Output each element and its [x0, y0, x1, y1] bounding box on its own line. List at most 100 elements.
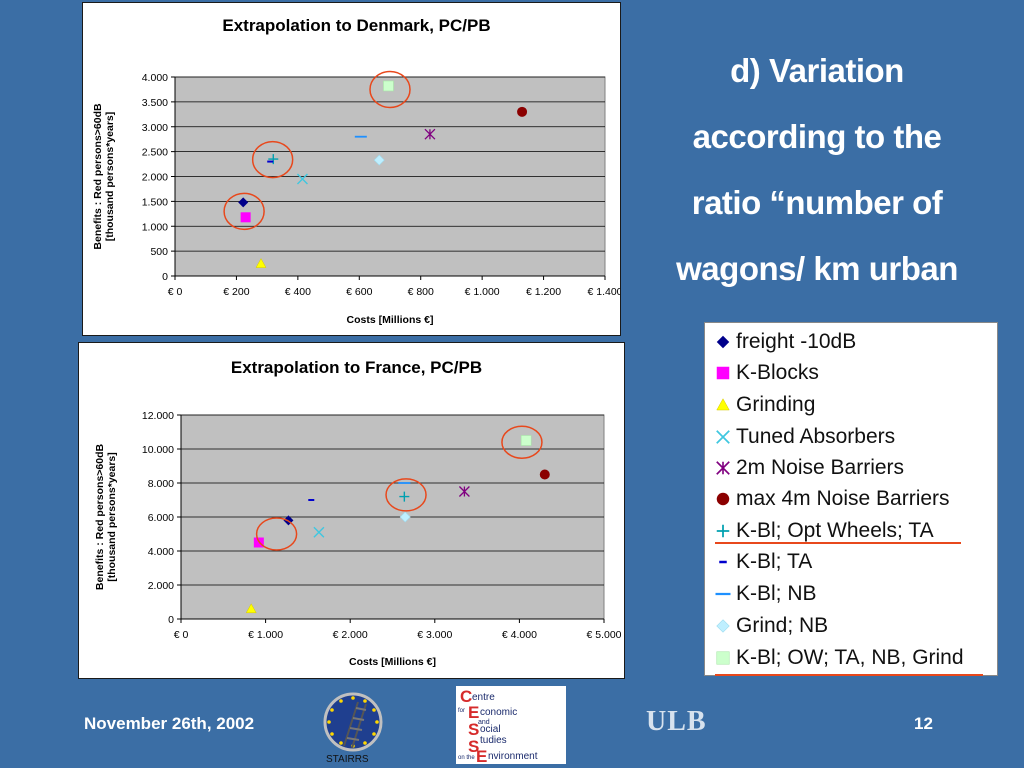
legend-item: K-Blocks [713, 358, 819, 388]
svg-text:S: S [468, 720, 479, 739]
highlight-circle [501, 425, 543, 459]
heading-line-3: ratio “number of [691, 184, 943, 221]
chart-france-svg: 0 2.000 4.000 6.000 8.000 10.000 12.000 € 0 € 1.… [94, 358, 622, 668]
x-tick-label: € 3.000 [417, 629, 452, 641]
legend-marker-dash-short-icon [719, 560, 727, 564]
legend-marker-diamond-icon [716, 335, 730, 349]
data-point [238, 197, 249, 208]
y-tick-label: 6.000 [148, 512, 174, 524]
legend-label: 2m Noise Barriers [736, 456, 905, 479]
highlight-circle [255, 517, 298, 551]
x-tick-label: € 1.000 [465, 286, 500, 298]
legend-label: freight -10dB [736, 330, 857, 353]
legend-item: Grind; NB [713, 611, 828, 641]
x-tick-label: € 0 [174, 629, 189, 641]
data-point [458, 486, 470, 497]
y-tick-label: 3.500 [142, 97, 168, 109]
svg-text:S: S [468, 737, 479, 756]
highlight-circle [385, 478, 427, 512]
data-point [399, 491, 410, 502]
legend-underline [715, 542, 961, 544]
chart-title: Extrapolation to Denmark, PC/PB [222, 16, 490, 35]
legend-marker-asterisk-icon [716, 461, 730, 475]
y-tick-label: 2.000 [148, 580, 174, 592]
y-tick-label: 2.500 [142, 147, 168, 159]
x-tick-label: € 5.000 [586, 629, 621, 641]
data-point [240, 212, 251, 223]
svg-text:for: for [458, 708, 465, 714]
svg-text:and: and [478, 719, 490, 726]
x-tick-label: € 1.200 [526, 286, 561, 298]
svg-text:C: C [460, 687, 472, 706]
legend-item: freight -10dB [713, 327, 856, 357]
svg-text:conomic: conomic [480, 707, 517, 718]
chart-legend: freight -10dB K-Blocks Grinding Tuned Absor… [704, 322, 998, 676]
page-number: 12 [914, 714, 933, 733]
y-tick-label: 500 [150, 246, 168, 258]
legend-label: K-Bl; TA [736, 550, 813, 573]
data-point [245, 603, 257, 614]
legend-label: Grind; NB [736, 614, 829, 637]
stairrs-label: STAIRRS [326, 754, 369, 765]
highlight-circle [251, 140, 294, 179]
y-tick-label: 12.000 [142, 410, 174, 422]
chart-france: 0 2.000 4.000 6.000 8.000 10.000 12.000 € 0 € 1.… [78, 342, 625, 679]
y-tick-label: 3.000 [142, 122, 168, 134]
y-axis-title: Benefits : Red persons>60dB[thousand per… [94, 444, 118, 591]
x-tick-label: € 200 [223, 286, 249, 298]
heading-line-2: according to the [692, 118, 942, 155]
y-tick-label: 8.000 [148, 478, 174, 490]
x-tick-label: € 1.000 [248, 629, 283, 641]
legend-label: Tuned Absorbers [736, 425, 896, 448]
y-tick-label: 1.500 [142, 196, 168, 208]
highlight-circle [223, 192, 265, 231]
legend-label: Grinding [736, 393, 816, 416]
footer-date: November 26th, 2002 [84, 714, 255, 733]
svg-text:E: E [468, 703, 479, 722]
legend-item: max 4m Noise Barriers [713, 484, 950, 514]
x-tick-label: € 2.000 [333, 629, 368, 641]
svg-text:on the: on the [458, 755, 475, 761]
ulb-logo: ULB [646, 706, 707, 737]
legend-label: K-Bl; NB [736, 582, 817, 605]
y-axis-title-line: [thousand persons*years] [104, 112, 116, 242]
heading-line-1: d) Variation [730, 52, 904, 89]
data-point [520, 435, 532, 446]
y-tick-label: 1.000 [142, 221, 168, 233]
legend-marker-square-light-icon [716, 651, 730, 665]
chart-denmark-svg: 0 500 1.000 1.500 2.000 2.500 3.000 3.500 4.000 €… [92, 16, 620, 326]
data-point [255, 258, 267, 268]
data-point [399, 511, 411, 523]
legend-marker-plus-icon [716, 524, 730, 538]
legend-item: K-Bl; TA [713, 547, 812, 577]
chart-title: Extrapolation to France, PC/PB [231, 358, 482, 377]
highlight-circle [369, 70, 411, 109]
x-tick-label: € 400 [285, 286, 311, 298]
data-point [268, 154, 279, 165]
legend-marker-circle-icon [716, 492, 730, 506]
legend-item: K-Bl; OW; TA, NB, Grind [713, 643, 964, 673]
data-point [424, 128, 436, 140]
svg-text:ocial: ocial [480, 724, 501, 735]
legend-label: K-Blocks [736, 361, 819, 384]
x-tick-label: € 4.000 [502, 629, 537, 641]
chart-denmark: 0 500 1.000 1.500 2.000 2.500 3.000 3.500 4.000 €… [82, 2, 621, 336]
legend-label: K-Bl; OW; TA, NB, Grind [736, 646, 964, 669]
legend-marker-diamond-light-icon [716, 619, 730, 633]
data-point [539, 469, 550, 480]
svg-text:entre: entre [472, 692, 495, 703]
legend-marker-square-icon [716, 366, 730, 380]
legend-marker-triangle-icon [716, 398, 730, 411]
y-tick-label: 4.000 [142, 72, 168, 84]
y-axis-title-line: Benefits : Red persons>60dB [94, 444, 106, 591]
data-point [373, 154, 385, 166]
data-point [383, 80, 394, 92]
legend-label: K-Bl; Opt Wheels; TA [736, 519, 934, 542]
y-axis-title-line: Benefits : Red persons>60dB [92, 103, 104, 250]
legend-marker-dash-long-icon [715, 592, 731, 596]
legend-item: K-Bl; Opt Wheels; TA [713, 516, 934, 546]
x-axis-title: Costs [Millions €] [349, 656, 436, 668]
legend-item: K-Bl; NB [713, 579, 817, 609]
y-tick-label: 4.000 [148, 546, 174, 558]
slide-heading: d) Variation according to the ratio “num… [660, 38, 974, 328]
